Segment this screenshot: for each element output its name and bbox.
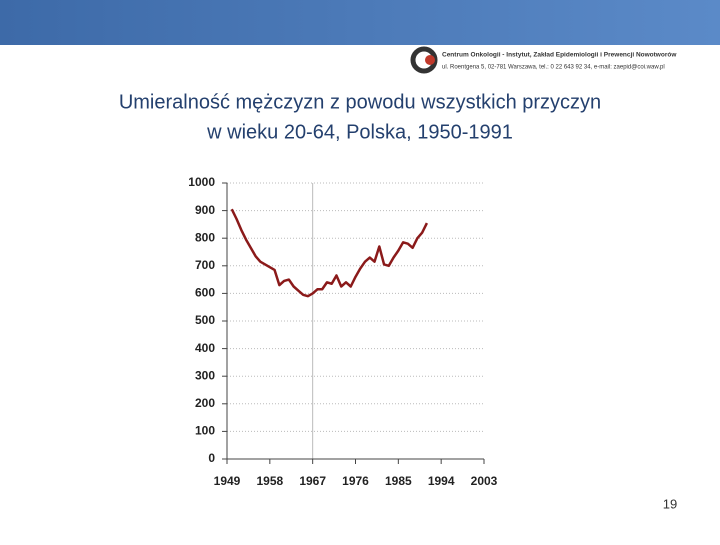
- chart-subtitle: w wieku 20-64, Polska, 1950-1991: [206, 121, 513, 143]
- header-bar: [0, 0, 720, 45]
- y-tick-label: 500: [195, 313, 215, 327]
- x-tick-label: 1994: [428, 474, 455, 488]
- x-tick-label: 1985: [385, 474, 412, 488]
- x-tick-label: 1958: [256, 474, 283, 488]
- y-tick-label: 200: [195, 396, 215, 410]
- page-number: 19: [663, 496, 677, 511]
- y-tick-label: 300: [195, 368, 215, 382]
- org-address: ul. Roentgena 5, 02-781 Warszawa, tel.: …: [442, 65, 665, 71]
- x-tick-label: 1976: [342, 474, 369, 488]
- x-tick-label: 1967: [299, 474, 326, 488]
- y-tick-label: 1000: [188, 175, 215, 189]
- logo-dot: [425, 55, 435, 65]
- y-tick-label: 700: [195, 258, 215, 272]
- y-tick-label: 100: [195, 424, 215, 438]
- y-tick-label: 800: [195, 230, 215, 244]
- chart-title: Umieralność mężczyzn z powodu wszystkich…: [119, 91, 601, 113]
- y-tick-label: 0: [208, 451, 215, 465]
- x-tick-label: 2003: [471, 474, 498, 488]
- y-tick-label: 900: [195, 203, 215, 217]
- y-tick-label: 400: [195, 341, 215, 355]
- x-tick-label: 1949: [214, 474, 241, 488]
- org-name: Centrum Onkologii - Instytut, Zakład Epi…: [442, 52, 677, 59]
- y-tick-label: 600: [195, 286, 215, 300]
- data-line: [230, 208, 429, 298]
